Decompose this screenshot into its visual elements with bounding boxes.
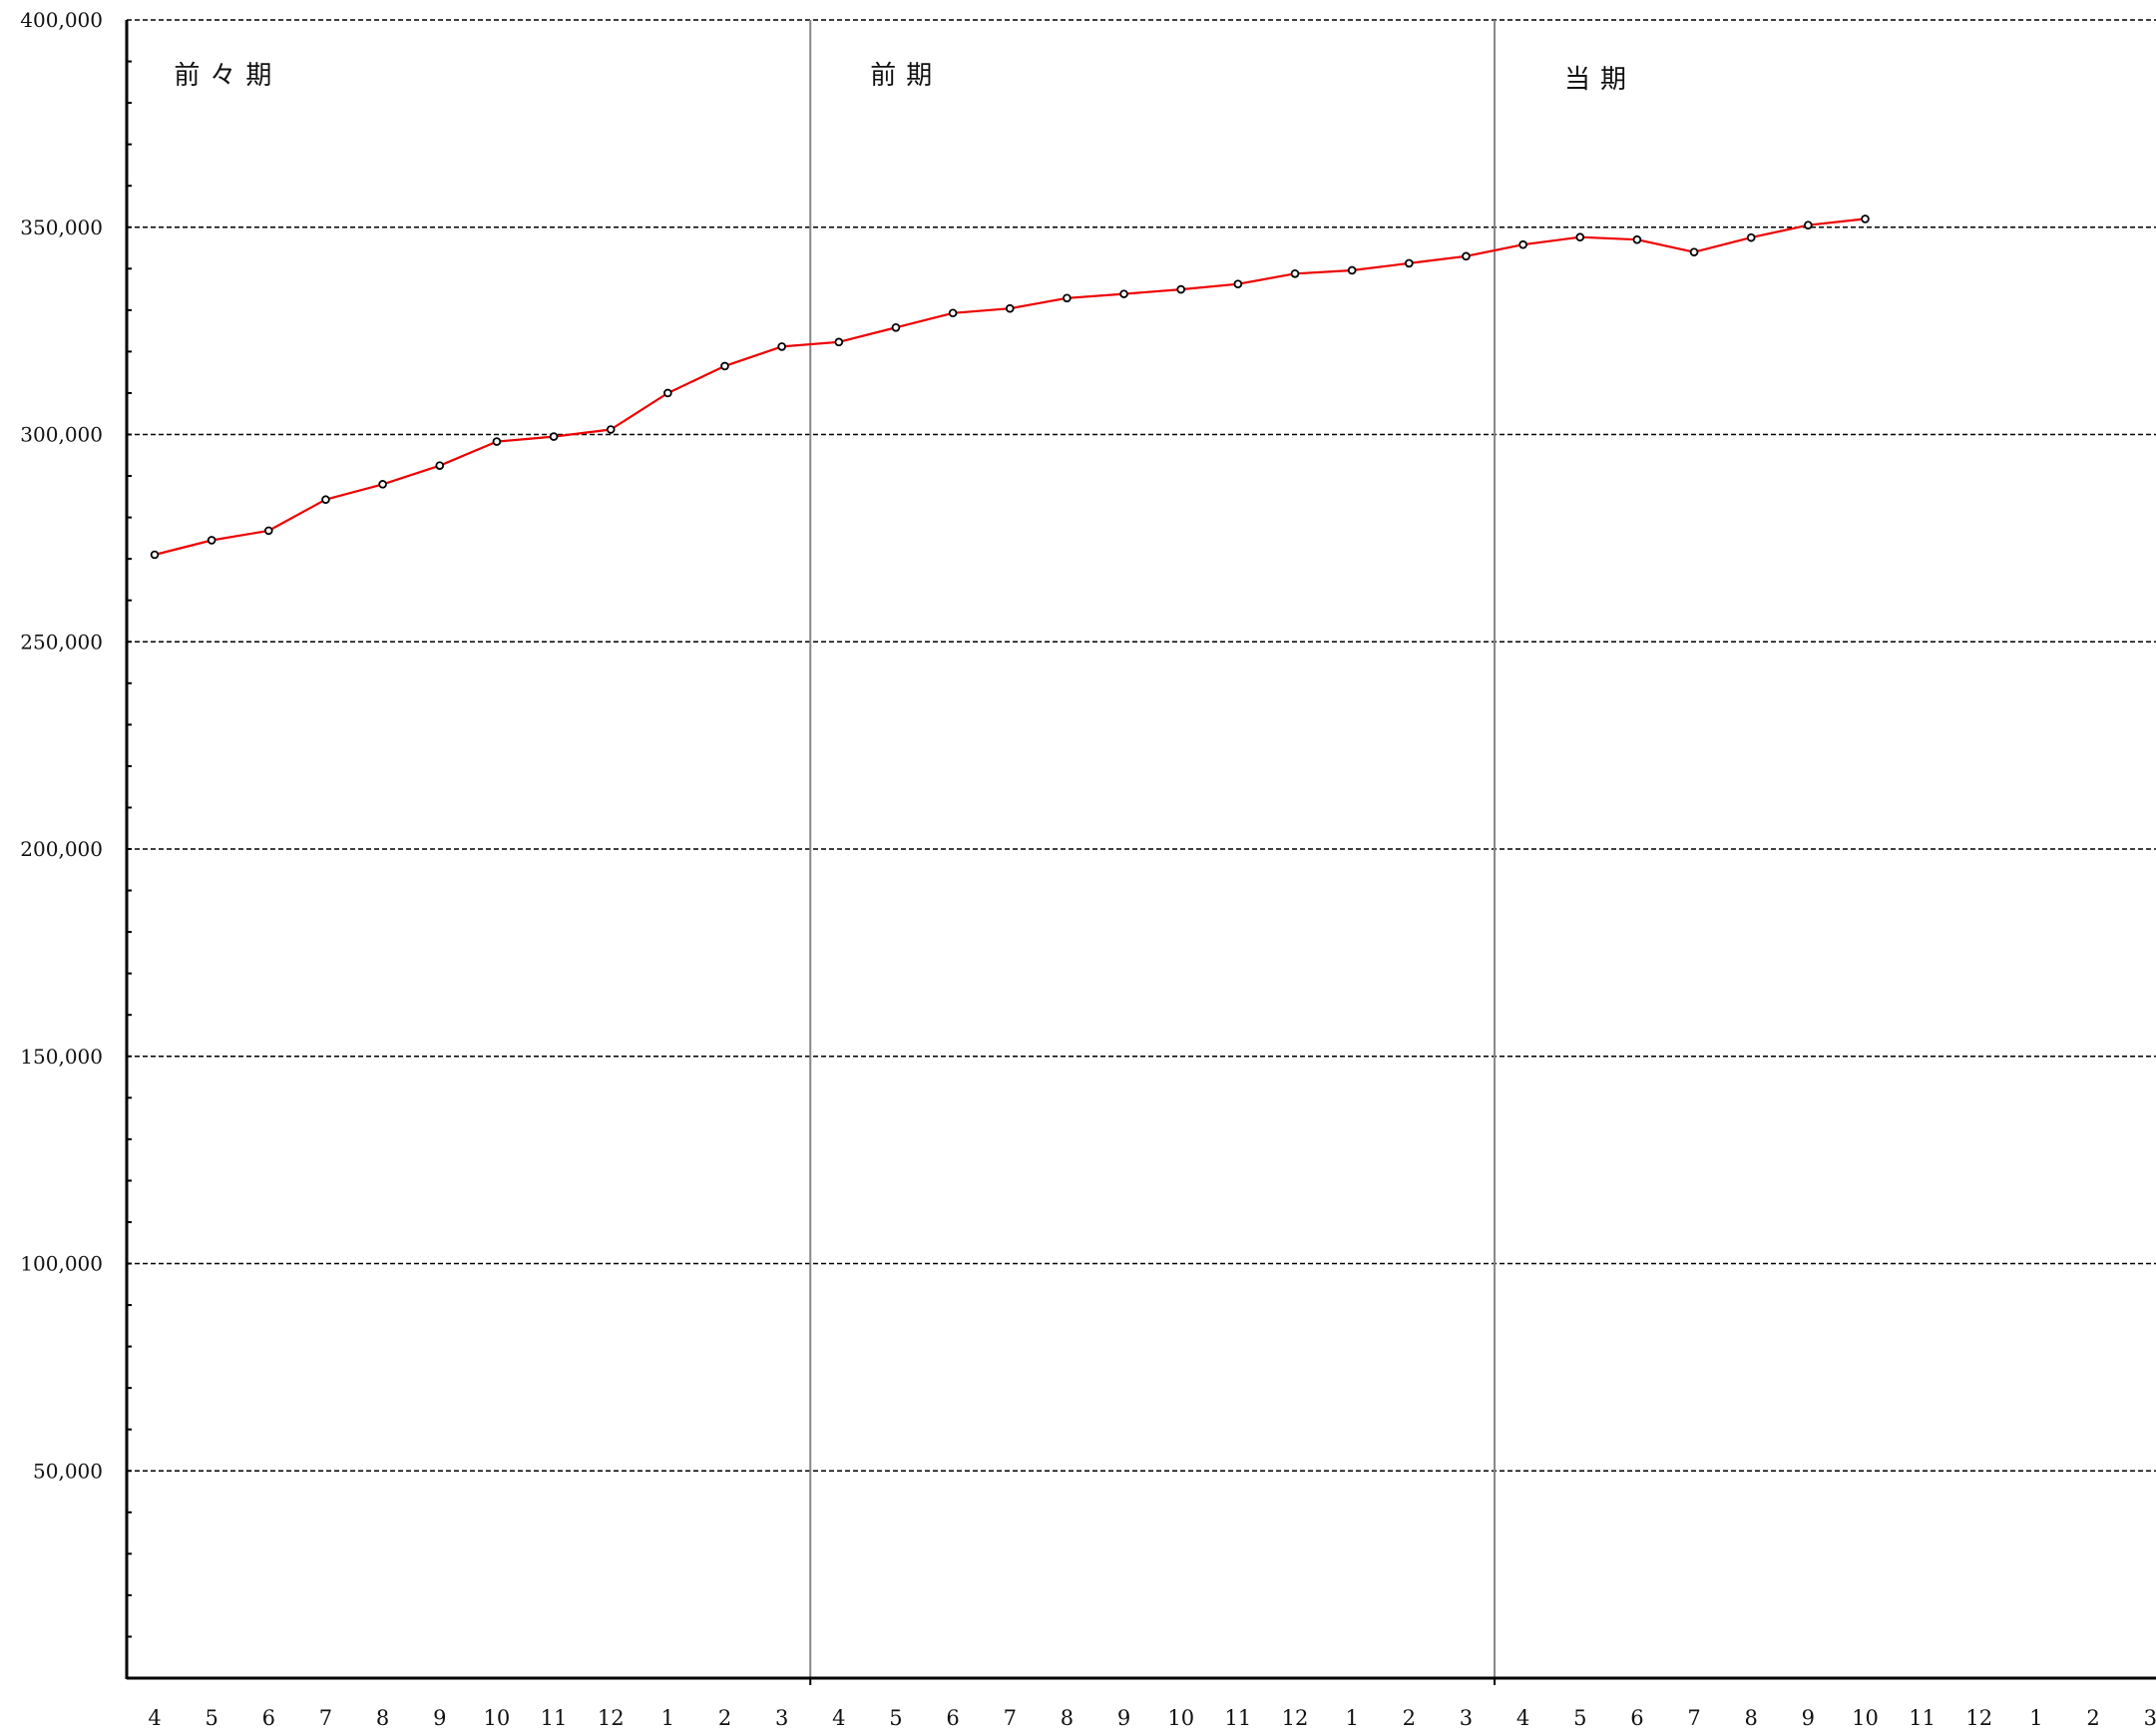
y-tick-label: 50,000 <box>33 1459 103 1483</box>
x-tick-label: 11 <box>1909 1706 1936 1730</box>
series-markers <box>150 215 1870 560</box>
data-point <box>150 550 160 560</box>
data-point <box>1176 284 1185 294</box>
x-tick-label: 2 <box>718 1706 731 1730</box>
y-tick-label: 300,000 <box>20 423 103 447</box>
x-tick-label: 4 <box>148 1706 161 1730</box>
series-line-path <box>154 217 1866 557</box>
period-label: 前々期 <box>174 61 281 91</box>
x-tick-label: 2 <box>1403 1706 1416 1730</box>
period-label: 前期 <box>870 61 942 91</box>
data-point <box>207 536 216 545</box>
x-tick-label: 9 <box>1117 1706 1130 1730</box>
y-tick-label: 150,000 <box>20 1045 103 1069</box>
x-tick-label: 12 <box>1965 1706 1992 1730</box>
x-tick-label: 11 <box>1224 1706 1251 1730</box>
data-point <box>378 480 387 489</box>
x-tick-label: 6 <box>1630 1706 1643 1730</box>
x-tick-label: 1 <box>1345 1706 1358 1730</box>
x-tick-label: 10 <box>1852 1706 1879 1730</box>
data-point <box>1861 215 1870 223</box>
data-point <box>720 361 729 371</box>
x-tick-label: 7 <box>1687 1706 1700 1730</box>
x-tick-labels: 4 5 6 7 8 9 10 11 12 1 2 3 4 5 6 7 8 9 10 11 12 1 2 3 4 5 6 7 8 9 10 11… <box>148 1706 2156 1730</box>
x-tick-label: 7 <box>1004 1706 1017 1730</box>
y-tick-label: 250,000 <box>20 630 103 653</box>
x-tick-label: 7 <box>319 1706 332 1730</box>
data-point <box>435 461 445 470</box>
x-tick-label: 4 <box>832 1706 845 1730</box>
data-point <box>1290 268 1300 278</box>
data-point <box>606 425 616 434</box>
data-point <box>549 432 559 441</box>
x-tick-label: 8 <box>376 1706 389 1730</box>
x-tick-label: 3 <box>1460 1706 1473 1730</box>
x-tick-label: 5 <box>889 1706 902 1730</box>
x-tick-label: 10 <box>1167 1706 1194 1730</box>
period-dividers <box>809 20 1497 1678</box>
y-tick-label: 350,000 <box>20 216 103 239</box>
x-tick-label: 1 <box>2029 1706 2042 1730</box>
x-tick-label: 6 <box>262 1706 275 1730</box>
gridlines <box>127 19 2156 1473</box>
y-tick-label: 200,000 <box>20 837 103 861</box>
data-point <box>1689 247 1699 256</box>
data-point <box>891 323 901 332</box>
data-point <box>1746 232 1756 242</box>
x-tick-label: 5 <box>1573 1706 1586 1730</box>
data-point <box>492 437 502 446</box>
x-tick-label: 6 <box>946 1706 959 1730</box>
data-point <box>1005 303 1015 313</box>
x-tick-label: 8 <box>1745 1706 1758 1730</box>
x-tick-label: 1 <box>661 1706 674 1730</box>
data-point <box>1804 220 1813 229</box>
x-tick-label: 9 <box>1802 1706 1815 1730</box>
y-tick-label: 100,000 <box>20 1252 103 1276</box>
data-point <box>663 388 672 398</box>
data-point <box>1233 279 1243 288</box>
axes <box>125 20 2156 1685</box>
data-point <box>263 526 273 536</box>
x-tick-label: 11 <box>541 1706 568 1730</box>
x-tick-label: 8 <box>1061 1706 1074 1730</box>
period-label: 当期 <box>1564 65 1636 95</box>
x-tick-label: 12 <box>598 1706 625 1730</box>
data-point <box>834 337 844 347</box>
x-tick-label: 5 <box>205 1706 217 1730</box>
x-tick-label: 2 <box>2086 1706 2099 1730</box>
x-tick-label: 3 <box>775 1706 788 1730</box>
data-point <box>1575 232 1585 242</box>
data-point <box>1632 234 1642 244</box>
data-point <box>1063 293 1072 303</box>
data-point <box>1347 265 1357 275</box>
y-tick-labels: 400,000 350,000 300,000 250,000 200,000 150,0… <box>20 8 103 1483</box>
x-tick-label: 10 <box>484 1706 511 1730</box>
x-tick-label: 3 <box>2144 1706 2156 1730</box>
x-tick-label: 12 <box>1282 1706 1309 1730</box>
data-point <box>321 495 330 505</box>
data-point <box>1119 289 1128 298</box>
series-line <box>154 217 1866 557</box>
x-tick-label: 9 <box>433 1706 446 1730</box>
period-labels: 前々期 前期 当期 <box>174 61 1636 95</box>
data-point <box>1462 251 1471 261</box>
data-point <box>777 342 786 351</box>
x-tick-label: 4 <box>1516 1706 1529 1730</box>
data-point <box>948 308 958 318</box>
y-tick-label: 400,000 <box>20 8 103 32</box>
data-point <box>1518 239 1527 249</box>
data-point <box>1405 258 1414 268</box>
